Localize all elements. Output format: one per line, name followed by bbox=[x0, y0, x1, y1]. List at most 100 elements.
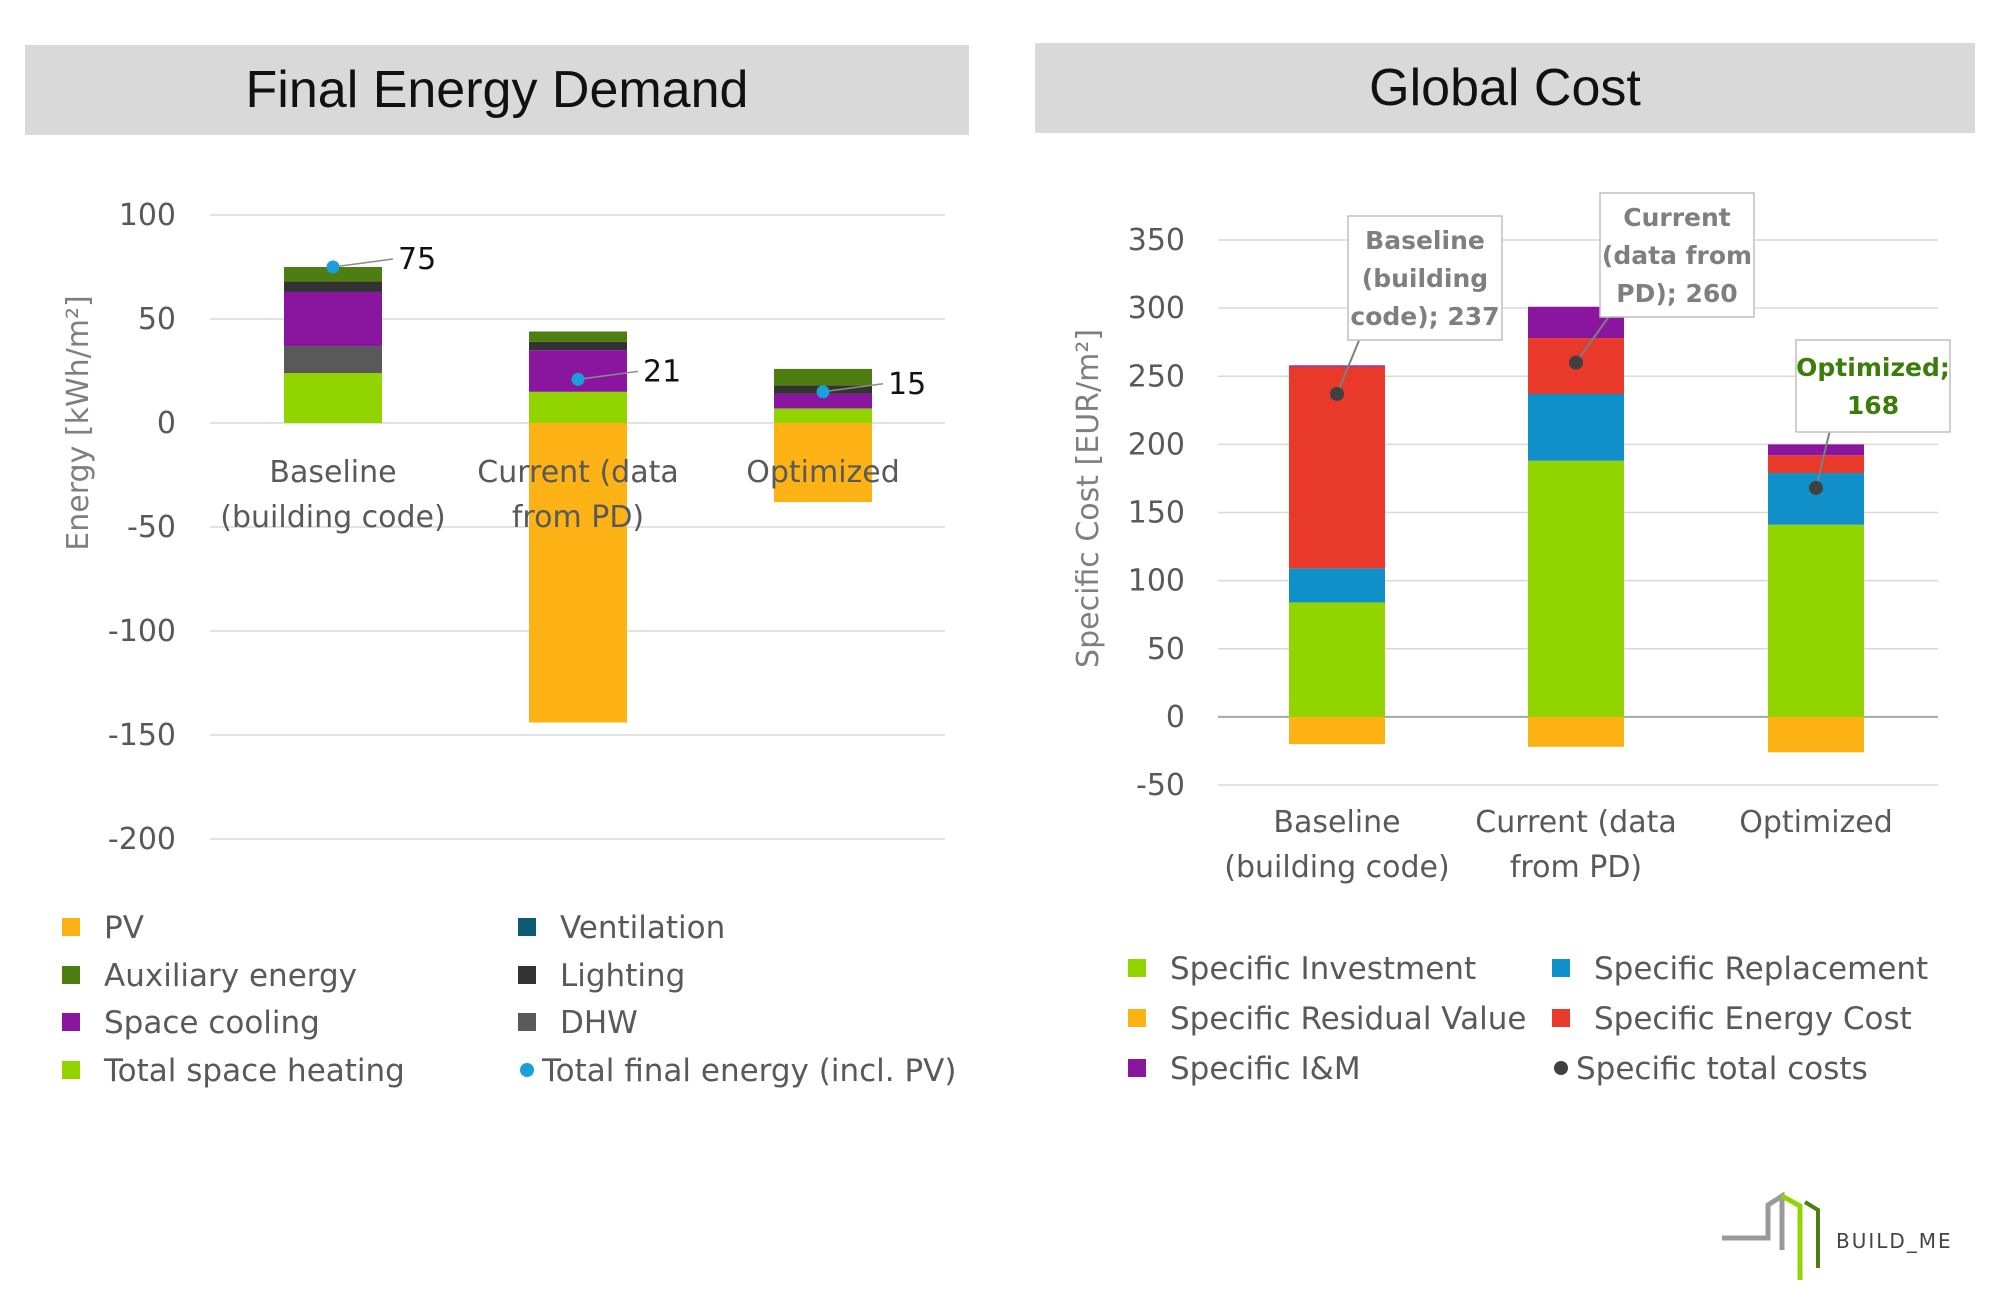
energy-bar-space_cooling bbox=[284, 291, 382, 347]
cost-category-label: (building code) bbox=[1224, 850, 1449, 885]
cost-callout-leader bbox=[1336, 337, 1361, 395]
energy-total-label: 21 bbox=[643, 354, 681, 389]
cost-bar-investment bbox=[1289, 602, 1385, 717]
cost-y-axis-title: Specific Cost [EUR/m²] bbox=[1071, 329, 1106, 668]
cost-y-tick-label: 250 bbox=[1128, 359, 1185, 394]
cost-y-tick-label: 150 bbox=[1128, 496, 1185, 531]
energy-legend-label: Total final energy (incl. PV) bbox=[541, 1053, 956, 1089]
cost-bar-replacement bbox=[1768, 472, 1864, 525]
energy-total-marker bbox=[816, 385, 830, 399]
cost-callout-label: (building bbox=[1362, 264, 1488, 293]
cost-legend-swatch bbox=[1128, 1059, 1146, 1077]
energy-y-tick-label: -100 bbox=[108, 614, 176, 649]
energy-category-label: from PD) bbox=[512, 500, 644, 535]
energy-bar-lighting bbox=[284, 281, 382, 292]
cost-category-label: Current (data bbox=[1475, 805, 1677, 840]
energy-bar-dhw bbox=[284, 346, 382, 374]
cost-bar-residual bbox=[1289, 716, 1385, 745]
energy-total-label: 75 bbox=[398, 242, 436, 277]
cost-callout-box bbox=[1347, 215, 1503, 341]
energy-bar-pv bbox=[529, 423, 627, 723]
energy-legend-swatch bbox=[62, 918, 80, 936]
energy-y-tick-label: -50 bbox=[127, 510, 176, 545]
cost-legend-swatch bbox=[1552, 959, 1570, 977]
energy-legend-swatch bbox=[518, 918, 536, 936]
energy-y-tick-label: 50 bbox=[138, 302, 176, 337]
energy-bar-space_heating bbox=[529, 391, 627, 423]
cost-legend-swatch bbox=[1128, 1009, 1146, 1027]
cost-legend-label: Specific Residual Value bbox=[1170, 1001, 1526, 1037]
cost-bar-replacement bbox=[1528, 393, 1624, 461]
energy-legend-label: Ventilation bbox=[560, 910, 725, 946]
energy-total-marker bbox=[326, 260, 340, 274]
cost-total-marker bbox=[1330, 386, 1344, 401]
cost-callout-label: Current bbox=[1623, 203, 1731, 232]
cost-bar-replacement bbox=[1289, 568, 1385, 603]
cost-y-tick-label: 100 bbox=[1128, 564, 1185, 599]
cost-category-label: from PD) bbox=[1510, 850, 1642, 885]
cost-legend-swatch bbox=[1128, 959, 1146, 977]
cost-legend-label: Specific I&M bbox=[1170, 1051, 1361, 1087]
energy-bar-lighting bbox=[529, 341, 627, 351]
energy-legend-label: PV bbox=[104, 910, 144, 946]
cost-bar-energy_cost bbox=[1768, 455, 1864, 473]
cost-category-label: Optimized bbox=[1739, 805, 1893, 840]
energy-category-label: Baseline bbox=[269, 455, 396, 490]
energy-total-leader bbox=[822, 383, 884, 393]
energy-legend-label: DHW bbox=[560, 1005, 638, 1041]
cost-callout-label: code); 237 bbox=[1350, 302, 1499, 331]
cost-y-tick-label: 300 bbox=[1128, 291, 1185, 326]
energy-y-tick-label: 100 bbox=[119, 198, 176, 233]
cost-bar-investment bbox=[1528, 460, 1624, 717]
logo-mark-icon bbox=[1722, 1191, 1785, 1250]
energy-category-label: Current (data bbox=[477, 455, 679, 490]
energy-total-leader bbox=[577, 370, 639, 381]
cost-bar-im bbox=[1768, 444, 1864, 456]
energy-y-axis-title: Energy [kWh/m²] bbox=[61, 295, 96, 550]
energy-legend-label: Total space heating bbox=[103, 1053, 405, 1089]
energy-total-label: 15 bbox=[888, 367, 926, 402]
energy-total-marker bbox=[571, 372, 585, 386]
energy-legend-swatch bbox=[62, 966, 80, 984]
energy-legend-swatch bbox=[62, 1061, 80, 1079]
cost-callout-box bbox=[1599, 192, 1755, 318]
energy-category-label: (building code) bbox=[220, 500, 445, 535]
cost-bar-im bbox=[1289, 365, 1385, 367]
energy-bar-pv bbox=[774, 423, 872, 503]
energy-legend-swatch bbox=[62, 1013, 80, 1031]
energy-total-leader bbox=[332, 258, 394, 268]
cost-legend-label: Specific total costs bbox=[1576, 1051, 1868, 1087]
energy-bar-space_cooling bbox=[774, 393, 872, 409]
cost-legend-label: Specific Investment bbox=[1170, 951, 1476, 987]
energy-y-tick-label: 0 bbox=[157, 406, 176, 441]
cost-callout-label: Baseline bbox=[1365, 226, 1485, 255]
cost-callout-label: PD); 260 bbox=[1616, 279, 1737, 308]
cost-legend-label: Specific Replacement bbox=[1594, 951, 1928, 987]
cost-y-tick-label: 0 bbox=[1166, 700, 1185, 735]
cost-callout-label: 168 bbox=[1847, 391, 1899, 420]
energy-y-tick-label: -150 bbox=[108, 718, 176, 753]
energy-legend-swatch bbox=[518, 1013, 536, 1031]
energy-legend-label: Auxiliary energy bbox=[104, 958, 357, 994]
cost-y-tick-label: 50 bbox=[1147, 632, 1185, 667]
cost-bar-investment bbox=[1768, 524, 1864, 717]
energy-bar-space_heating bbox=[774, 408, 872, 423]
energy-chart-title: Final Energy Demand bbox=[25, 45, 969, 135]
cost-callout-leader bbox=[1815, 429, 1831, 489]
cost-legend-swatch bbox=[1552, 1009, 1570, 1027]
cost-bar-residual bbox=[1768, 716, 1864, 753]
cost-callout-box bbox=[1795, 339, 1951, 433]
cost-total-marker bbox=[1809, 480, 1823, 495]
cost-y-tick-label: 350 bbox=[1128, 223, 1185, 258]
energy-bar-space_heating bbox=[284, 373, 382, 423]
energy-bar-auxiliary bbox=[774, 368, 872, 386]
logo-mark-icon bbox=[1780, 1193, 1803, 1280]
cost-category-label: Baseline bbox=[1273, 805, 1400, 840]
energy-category-label: Optimized bbox=[746, 455, 900, 490]
logo-mark-icon bbox=[1803, 1200, 1820, 1268]
cost-callout-label: Optimized; bbox=[1796, 353, 1950, 382]
energy-legend-label: Space cooling bbox=[104, 1005, 320, 1041]
energy-y-tick-label: -200 bbox=[108, 822, 176, 857]
energy-legend-label: Lighting bbox=[560, 958, 685, 994]
